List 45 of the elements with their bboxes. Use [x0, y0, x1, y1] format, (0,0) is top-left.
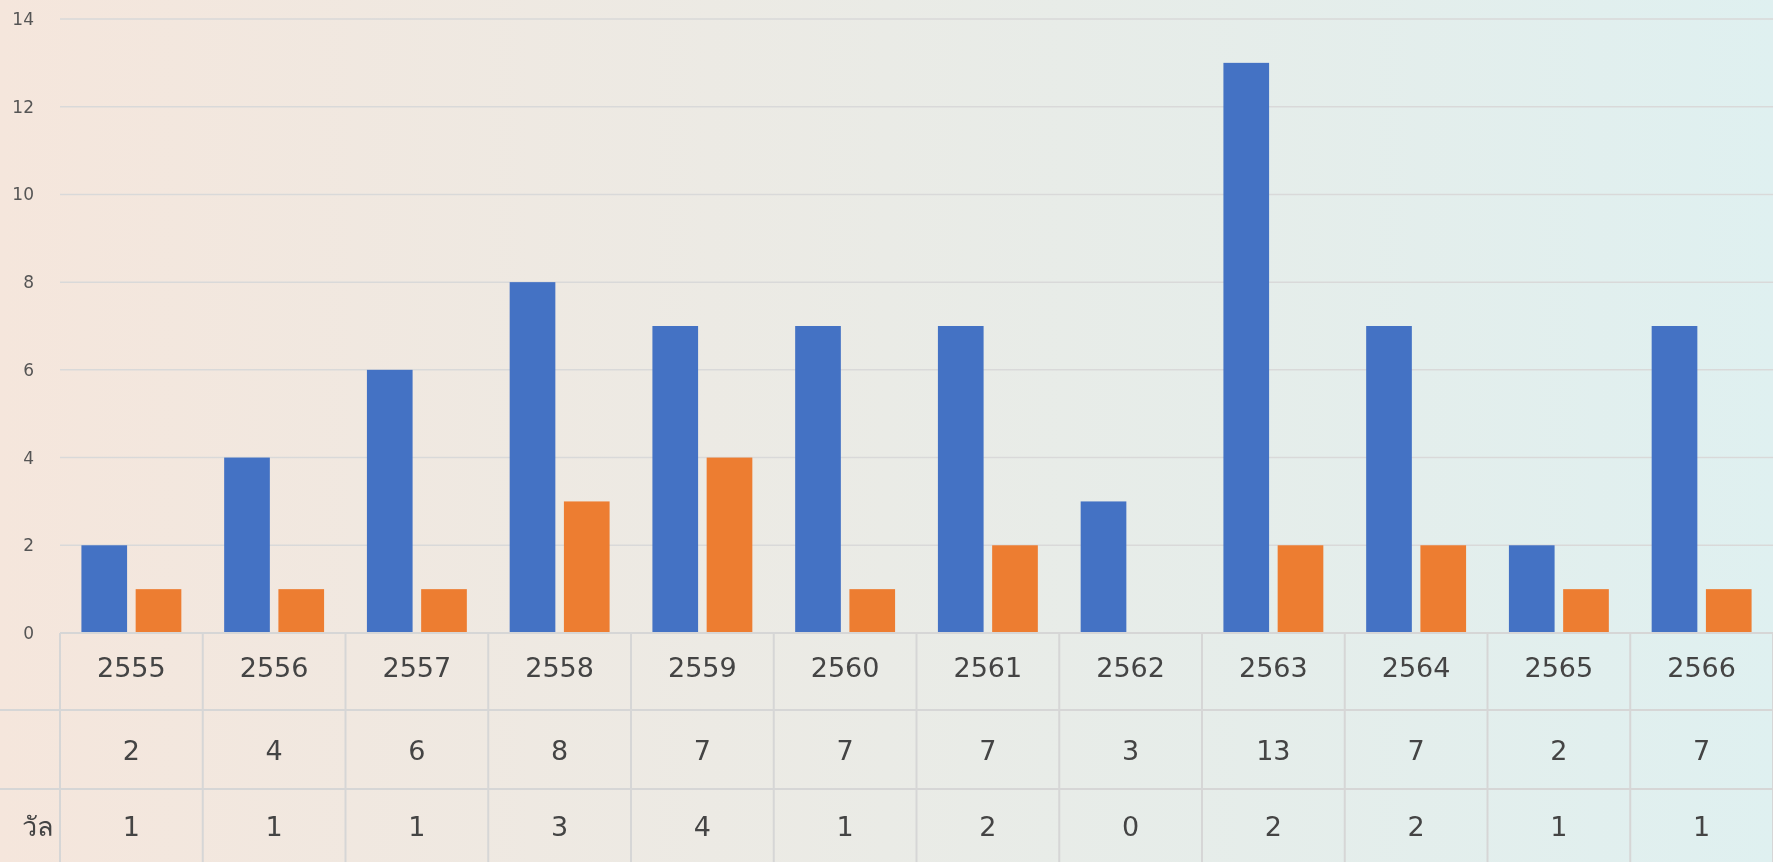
data-label: 8 [551, 734, 569, 766]
data-label: 2 [122, 734, 140, 766]
y-tick-label: 12 [12, 96, 34, 117]
data-label: 7 [1693, 734, 1711, 766]
y-tick-label: 10 [12, 184, 34, 205]
data-label: 2 [1264, 810, 1282, 842]
data-label: 3 [1122, 734, 1140, 766]
data-label: 4 [693, 810, 711, 842]
x-tick-label: 2561 [953, 652, 1023, 683]
data-label: 1 [1550, 810, 1568, 842]
x-tick-label: 2565 [1524, 652, 1594, 683]
data-label: 3 [551, 810, 569, 842]
y-tick-label: 8 [23, 272, 34, 293]
data-label: 2 [1550, 734, 1568, 766]
y-tick-label: 2 [23, 535, 34, 556]
data-label: 7 [693, 734, 711, 766]
data-label: 7 [836, 734, 854, 766]
data-label: 2 [979, 810, 997, 842]
y-tick-label: 4 [23, 447, 34, 468]
x-tick-label: 2563 [1239, 652, 1308, 683]
x-tick-label: 2555 [97, 652, 166, 683]
text: วัล [22, 810, 54, 842]
y-tick-label: 0 [23, 623, 34, 643]
data-label: 1 [836, 810, 854, 842]
data-label: 1 [122, 810, 140, 842]
x-tick-label: 2557 [382, 652, 452, 683]
x-tick-label: 2558 [525, 652, 594, 683]
data-label: 7 [979, 734, 997, 766]
data-label: 1 [1693, 810, 1711, 842]
y-tick-label: 14 [12, 9, 34, 29]
x-tick-label: 2562 [1096, 652, 1165, 683]
x-tick-label: 2559 [668, 652, 737, 683]
data-label: 2 [1407, 810, 1425, 842]
data-label: 13 [1256, 734, 1291, 766]
x-tick-label: 2566 [1667, 652, 1736, 683]
data-label: 1 [265, 810, 283, 842]
x-tick-label: 2564 [1381, 652, 1451, 683]
data-label: 4 [265, 734, 283, 766]
data-label: 7 [1407, 734, 1425, 766]
x-tick-label: 2556 [239, 652, 309, 683]
data-label: 0 [1122, 810, 1140, 842]
data-label: 6 [408, 734, 426, 766]
data-label: 1 [408, 810, 426, 842]
x-tick-label: 2560 [810, 652, 880, 683]
y-tick-label: 6 [23, 359, 34, 380]
